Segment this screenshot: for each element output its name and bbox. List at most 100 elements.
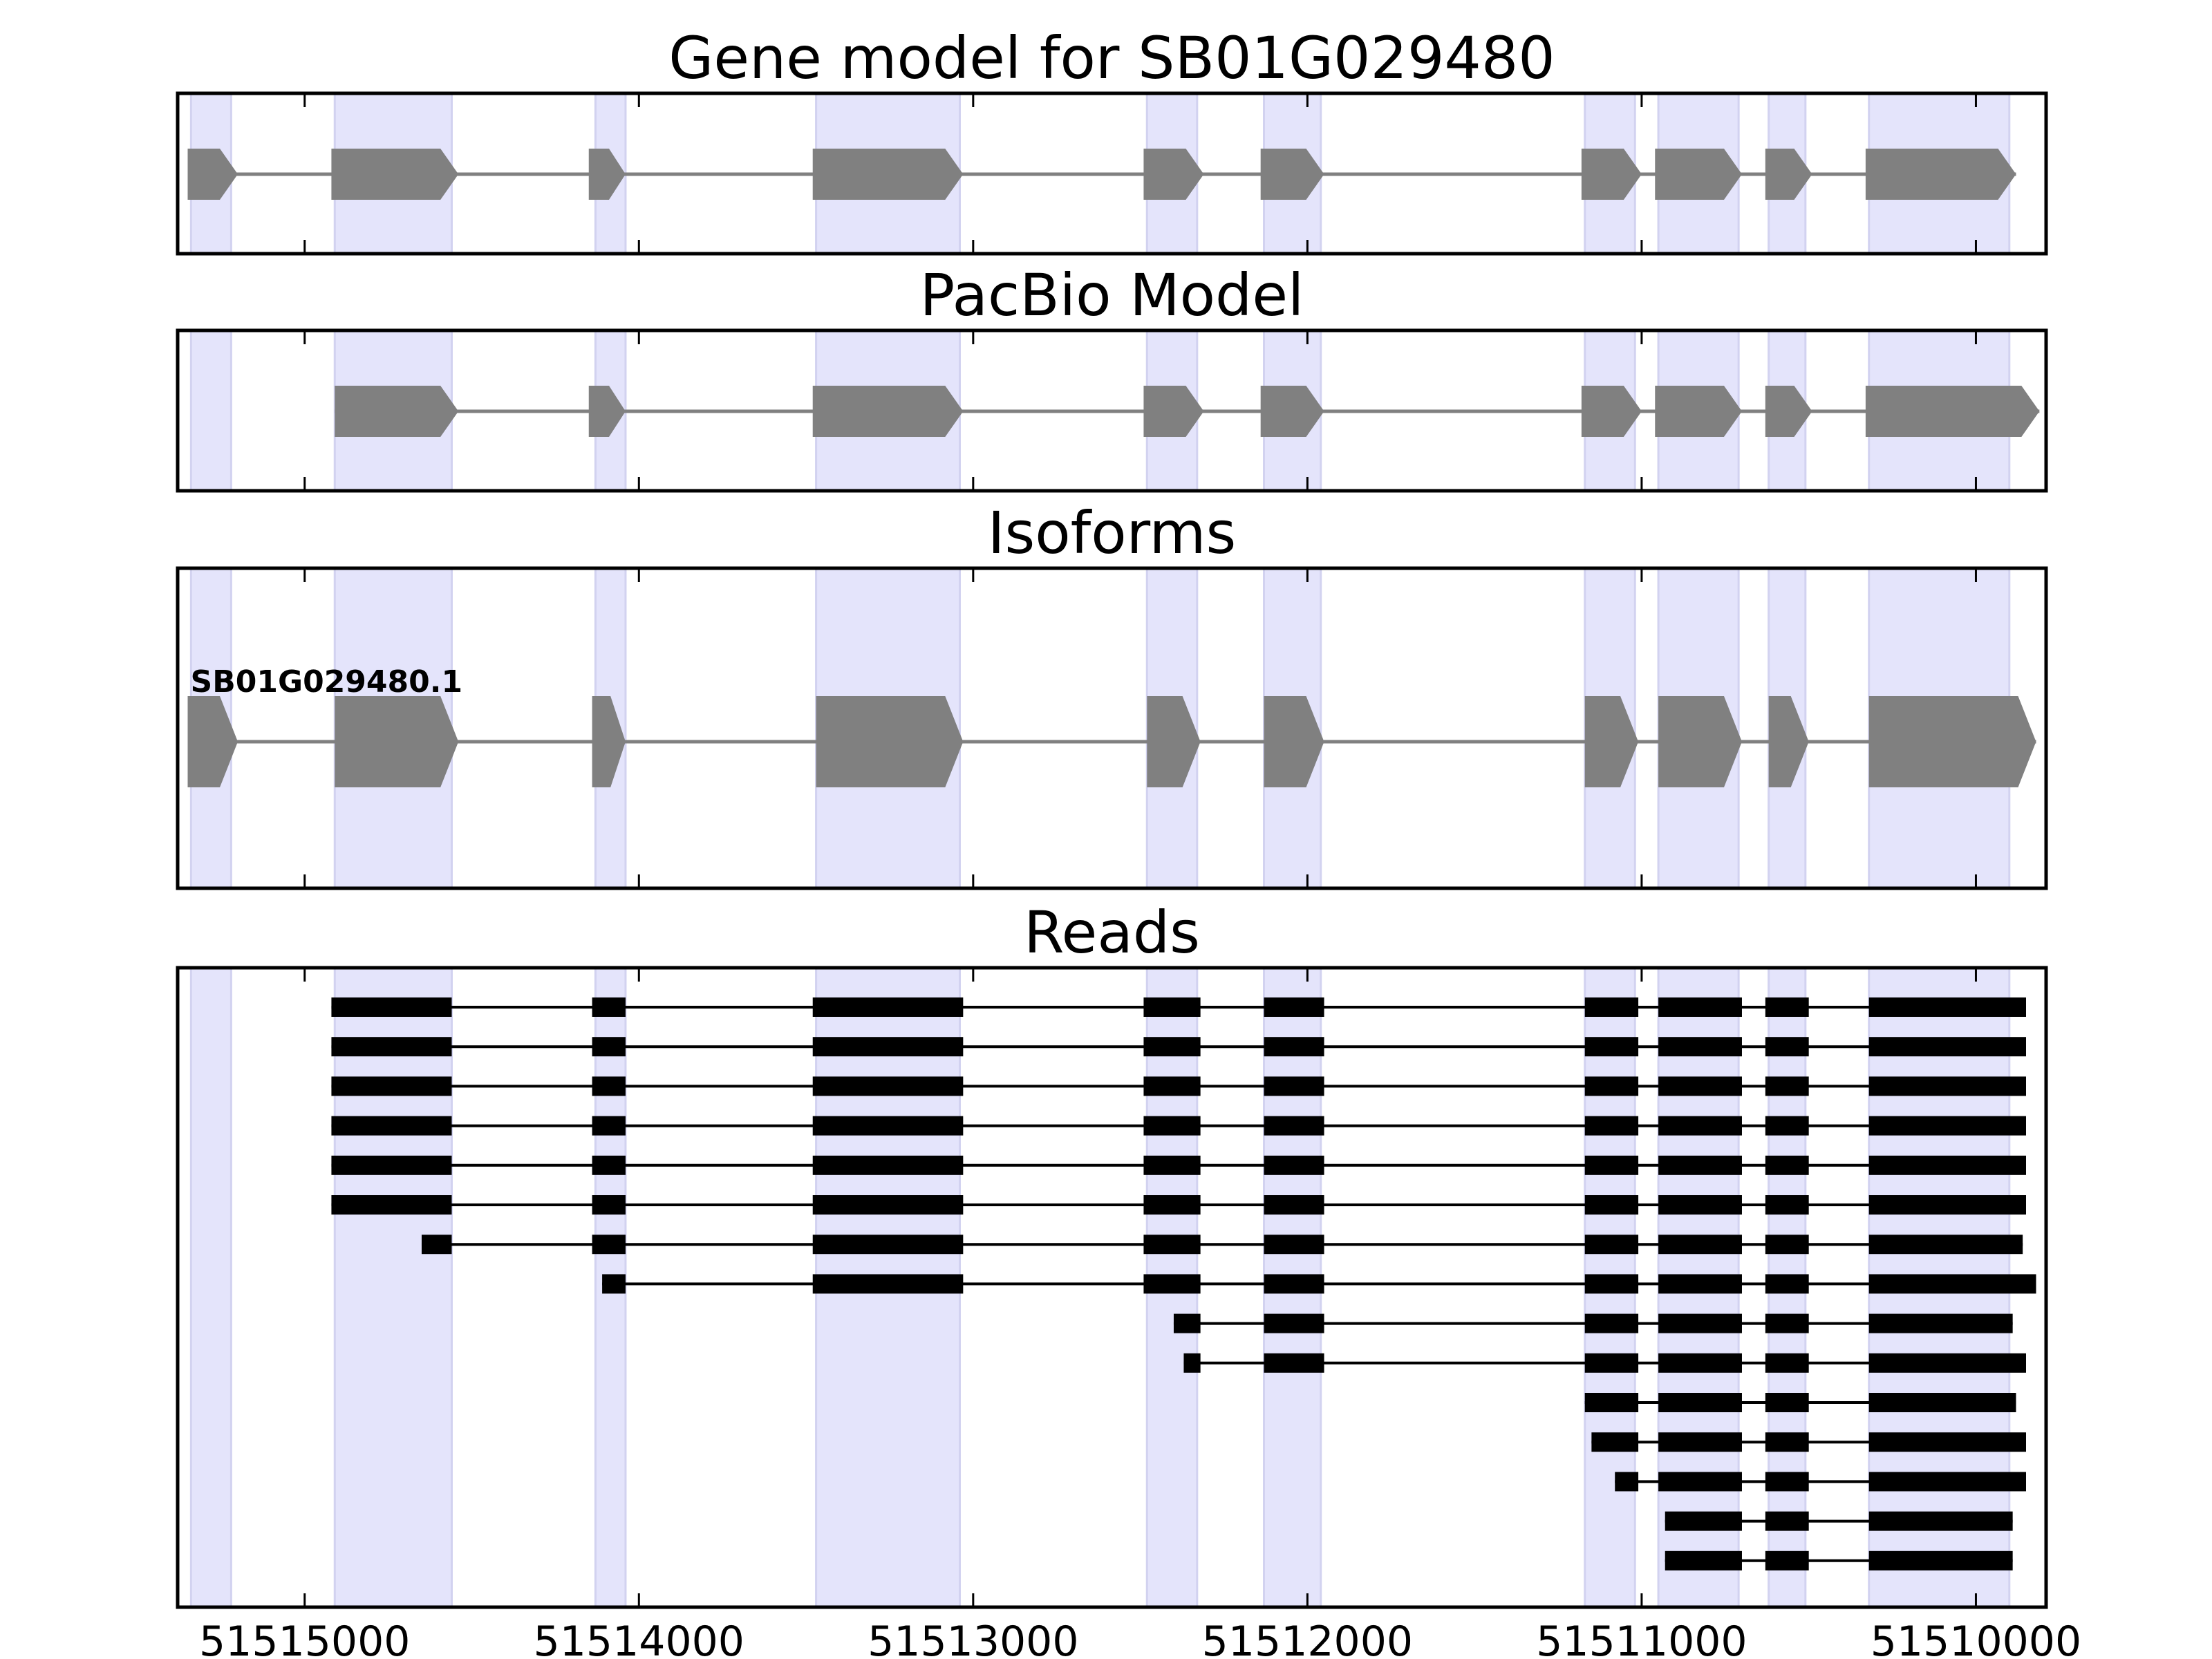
read-exon <box>1868 1116 2026 1136</box>
read-exon <box>331 1155 452 1175</box>
read-exon <box>1143 1037 1201 1057</box>
exon-feature <box>1581 386 1642 437</box>
exon-feature <box>1260 386 1324 437</box>
read-exon <box>1658 1313 1742 1333</box>
read-exon <box>1264 997 1324 1017</box>
panel-4: Reads <box>176 899 2048 1609</box>
read-track <box>1173 1313 2013 1333</box>
read-exon <box>1868 1472 2026 1492</box>
read-exon <box>592 1195 626 1215</box>
read-exon <box>1584 1076 1639 1096</box>
read-exon <box>1868 997 2026 1017</box>
read-track <box>1665 1550 2013 1571</box>
read-exon <box>421 1235 452 1255</box>
read-exon <box>1584 1313 1639 1333</box>
read-exon <box>1584 997 1639 1017</box>
read-exon <box>1765 1353 1809 1373</box>
read-exon <box>1658 1274 1742 1294</box>
read-exon <box>812 997 964 1017</box>
read-exon <box>1868 1550 2013 1571</box>
x-tick-label: 51510000 <box>1871 1618 2081 1659</box>
read-track <box>1183 1353 2026 1373</box>
read-exon <box>592 1076 626 1096</box>
read-exon <box>592 1155 626 1175</box>
read-exon <box>1868 1313 2013 1333</box>
exon-band <box>333 966 453 1609</box>
read-exon <box>1765 1235 1809 1255</box>
exon-feature <box>1768 696 1809 787</box>
read-exon <box>1868 1195 2026 1215</box>
read-exon <box>1264 1313 1324 1333</box>
read-exon <box>812 1076 964 1096</box>
exon-feature <box>1868 696 2036 787</box>
read-exon <box>1143 1195 1201 1215</box>
read-exon <box>1765 997 1809 1017</box>
exon-band <box>189 966 232 1609</box>
read-exon <box>331 997 452 1017</box>
read-exon <box>1264 1037 1324 1057</box>
read-exon <box>1658 1432 1742 1452</box>
exon-feature <box>1865 386 2040 437</box>
read-track <box>1591 1432 2026 1452</box>
model-track: SB01G029480.1 <box>187 664 2036 787</box>
exon-feature <box>1264 696 1324 787</box>
read-exon <box>1765 1393 1809 1412</box>
read-exon <box>1765 1313 1809 1333</box>
x-axis-labels: 51515000 51514000 51513000 51512000 51511000… <box>199 1618 2081 1659</box>
panel-frame <box>176 966 2048 1609</box>
read-track <box>331 1076 2026 1096</box>
exon-feature <box>1865 149 2016 200</box>
exon-band <box>189 329 232 492</box>
read-exon <box>1264 1155 1324 1175</box>
exon-feature <box>816 696 964 787</box>
read-exon <box>1765 1550 1809 1571</box>
read-track <box>331 1195 2026 1215</box>
panel-title: Isoforms <box>988 499 1237 567</box>
read-exon <box>1584 1274 1639 1294</box>
exon-feature <box>1655 149 1742 200</box>
exon-feature <box>1260 149 1324 200</box>
read-exon <box>1868 1155 2026 1175</box>
x-tick-label: 51511000 <box>1536 1618 1747 1659</box>
read-exon <box>1143 1235 1201 1255</box>
x-tick-label: 51513000 <box>868 1618 1078 1659</box>
exon-feature <box>1584 696 1639 787</box>
read-exon <box>592 1116 626 1136</box>
read-exon <box>1584 1393 1639 1412</box>
read-exon <box>812 1195 964 1215</box>
panel-3: Isoforms SB01G029480.1 <box>176 499 2048 890</box>
exon-feature <box>1143 386 1204 437</box>
read-exon <box>1143 1155 1201 1175</box>
read-exon <box>1868 1235 2023 1255</box>
read-exon <box>1143 997 1201 1017</box>
read-exon <box>1658 1116 1742 1136</box>
read-track <box>331 1037 2026 1057</box>
read-exon <box>331 1116 452 1136</box>
read-track <box>1584 1393 2016 1412</box>
exon-feature <box>588 386 626 437</box>
panel-1: Gene model for SB01G029480 <box>176 24 2048 256</box>
x-tick-label: 51512000 <box>1202 1618 1413 1659</box>
x-tick-label: 51514000 <box>534 1618 744 1659</box>
read-exon <box>1143 1076 1201 1096</box>
read-exon <box>1584 1235 1639 1255</box>
read-exon <box>1584 1116 1639 1136</box>
model-track <box>335 386 2040 437</box>
read-exon <box>1264 1076 1324 1096</box>
read-track <box>1665 1511 2013 1531</box>
exon-feature <box>1658 696 1742 787</box>
read-exon <box>1868 1353 2026 1373</box>
read-exon <box>1765 1274 1809 1294</box>
read-exon <box>1658 1393 1742 1412</box>
read-track <box>331 1155 2026 1175</box>
read-exon <box>1615 1472 1639 1492</box>
panels-layer: Gene model for SB01G029480 PacBio Model Is… <box>176 24 2081 1659</box>
read-exon <box>1765 1076 1809 1096</box>
read-exon <box>812 1235 964 1255</box>
panel-frame <box>176 91 2048 256</box>
read-exon <box>812 1155 964 1175</box>
isoform-label: SB01G029480.1 <box>191 664 463 700</box>
read-exon <box>1264 1235 1324 1255</box>
panel-title: Gene model for SB01G029480 <box>668 24 1555 92</box>
read-exon <box>1658 1472 1742 1492</box>
